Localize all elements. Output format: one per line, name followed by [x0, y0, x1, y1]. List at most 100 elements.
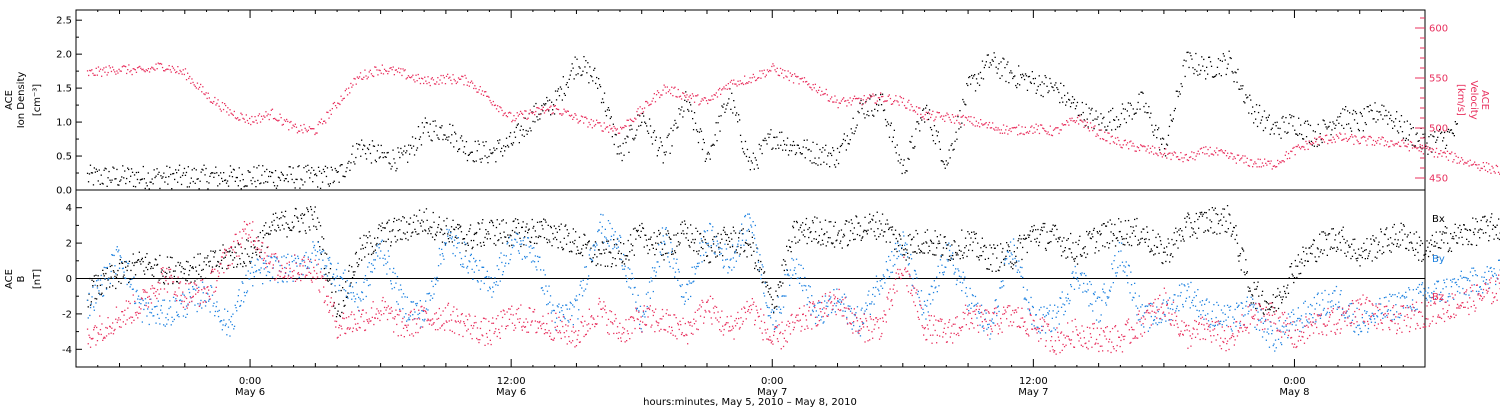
density-point [599, 84, 601, 86]
bx-point [1140, 238, 1142, 240]
bx-point [724, 231, 726, 233]
bx-point [894, 248, 896, 250]
density-point [116, 168, 118, 171]
density-point [807, 149, 809, 151]
bx-point [367, 253, 370, 255]
velocity-point [146, 70, 148, 72]
velocity-point [1233, 156, 1235, 158]
bx-point [929, 250, 931, 252]
density-point [916, 121, 918, 123]
bx-point [296, 216, 298, 218]
bx-point [1489, 221, 1491, 223]
density-point [1242, 85, 1244, 87]
bx-point [717, 232, 719, 235]
velocity-point [653, 93, 655, 95]
bx-point [907, 235, 910, 237]
density-point [792, 140, 795, 143]
bx-point [532, 227, 534, 229]
by-point [289, 270, 291, 273]
density-point [99, 183, 101, 185]
bx-point [223, 257, 225, 259]
density-point [1000, 61, 1002, 63]
bx-point [1004, 257, 1006, 260]
velocity-point [1070, 119, 1072, 122]
density-point [1314, 131, 1316, 133]
bx-point [307, 210, 309, 213]
velocity-point [492, 100, 494, 103]
bx-point [386, 221, 389, 223]
bx-point [514, 231, 516, 233]
bx-point [811, 220, 814, 222]
velocity-point [944, 120, 946, 122]
density-tick-label: 0.5 [56, 152, 72, 163]
velocity-point [145, 69, 147, 71]
bx-point [1495, 226, 1497, 228]
velocity-point [300, 124, 302, 127]
density-point [1360, 113, 1362, 115]
bx-point [686, 232, 688, 235]
density-point [1152, 131, 1154, 133]
bx-point [690, 241, 693, 243]
velocity-point [1245, 161, 1247, 163]
bx-point [335, 316, 338, 318]
density-point [211, 172, 213, 174]
bx-point [397, 230, 399, 232]
bx-point [419, 222, 421, 224]
bx-point [1060, 255, 1063, 257]
density-point [510, 142, 513, 145]
density-point [1170, 119, 1173, 121]
bx-point [846, 245, 849, 247]
velocity-point [466, 84, 468, 86]
bx-point [1342, 226, 1344, 228]
bx-point [1234, 238, 1236, 241]
bx-point [1028, 234, 1031, 236]
velocity-point [94, 74, 96, 76]
density-point [249, 171, 251, 173]
bx-point [1215, 213, 1217, 215]
density-point [805, 147, 807, 149]
velocity-point [735, 83, 737, 85]
bx-point [459, 226, 461, 229]
bx-point [1351, 255, 1354, 257]
bx-point [774, 306, 776, 308]
density-point [1089, 113, 1091, 115]
by-point [188, 291, 191, 294]
density-point [1142, 92, 1144, 94]
density-point [561, 99, 563, 101]
bx-point [914, 251, 916, 253]
bx-point [1456, 242, 1458, 244]
by-point [238, 289, 240, 291]
density-point [682, 116, 684, 118]
bx-point [367, 237, 369, 239]
by-point [313, 244, 316, 247]
velocity-point [590, 118, 592, 121]
velocity-point [546, 109, 548, 111]
bx-point [315, 226, 317, 228]
velocity-point [1459, 160, 1462, 162]
density-point [551, 101, 553, 103]
velocity-point [1428, 149, 1430, 151]
density-point [282, 174, 284, 176]
density-point [902, 164, 904, 166]
bx-point [878, 236, 880, 238]
bx-point [1135, 225, 1137, 227]
bx-point [661, 254, 663, 256]
velocity-point [982, 124, 984, 126]
by-point [198, 286, 200, 288]
bx-point [671, 250, 673, 252]
velocity-point [396, 71, 399, 73]
density-point [415, 149, 418, 151]
velocity-point [136, 67, 139, 69]
bx-point [1207, 230, 1210, 232]
bx-point [1453, 238, 1455, 240]
bx-point [881, 213, 884, 215]
by-point [215, 305, 217, 308]
velocity-point [1404, 145, 1406, 147]
density-point [448, 136, 450, 138]
velocity-point [1431, 147, 1433, 150]
density-point [1095, 110, 1097, 112]
velocity-point [205, 92, 207, 94]
density-point [1182, 65, 1184, 67]
density-point [265, 181, 267, 183]
bx-point [455, 226, 457, 228]
